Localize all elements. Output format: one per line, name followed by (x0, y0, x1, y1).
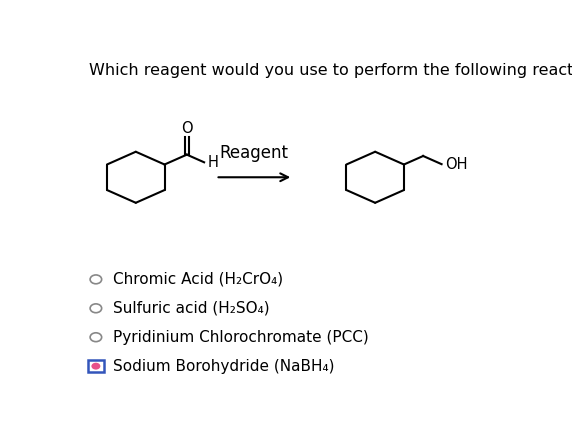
Text: Reagent: Reagent (220, 144, 289, 162)
Text: Pyridinium Chlorochromate (PCC): Pyridinium Chlorochromate (PCC) (113, 330, 368, 345)
Text: Sulfuric acid (H₂SO₄): Sulfuric acid (H₂SO₄) (113, 301, 269, 316)
Circle shape (90, 275, 102, 284)
Circle shape (92, 363, 100, 370)
Text: OH: OH (444, 156, 467, 171)
Circle shape (90, 304, 102, 313)
Text: O: O (181, 121, 193, 136)
Text: Sodium Borohydride (NaBH₄): Sodium Borohydride (NaBH₄) (113, 358, 334, 373)
Text: Which reagent would you use to perform the following reaction?: Which reagent would you use to perform t… (89, 63, 572, 78)
Circle shape (90, 333, 102, 342)
FancyBboxPatch shape (88, 360, 104, 372)
Text: H: H (208, 155, 219, 170)
Text: Chromic Acid (H₂CrO₄): Chromic Acid (H₂CrO₄) (113, 272, 283, 287)
